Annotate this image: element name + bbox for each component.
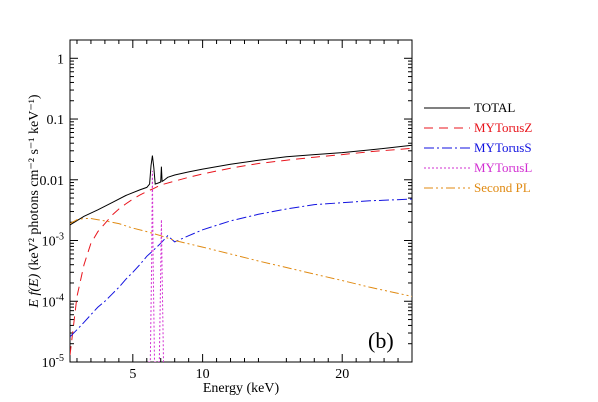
series-mytorusz: [70, 147, 412, 356]
y-tick-label-2: 10-3: [42, 232, 64, 250]
legend: TOTAL MYTorusZ MYTorusS MYTorusL Second PL: [424, 100, 532, 195]
x-axis-label: Energy (keV): [203, 381, 280, 396]
y-tick-label-1: 10-4: [42, 292, 64, 310]
y-tick-label-5: 1: [57, 52, 64, 67]
y-axis-label-prefix: E: [27, 296, 42, 309]
legend-label-second-pl: Second PL: [474, 180, 531, 195]
x-tick-label-2: 20: [335, 367, 349, 382]
y-axis-label-units: (keV² photons cm⁻² s⁻¹ keV⁻¹): [27, 94, 42, 274]
y-axis-label-func: f(E): [27, 273, 42, 295]
legend-label-total: TOTAL: [474, 100, 515, 115]
x-tick-label-0: 5: [129, 367, 136, 382]
y-tick-label-3: 0.01: [40, 174, 65, 189]
x-tick-label-1: 10: [196, 367, 210, 382]
series-total: [70, 144, 412, 226]
y-minor-ticks: [70, 39, 412, 345]
series-mytoruss: [70, 198, 412, 338]
y-tick-label-0: 10-5: [42, 353, 64, 371]
series-second-pl: [70, 218, 412, 297]
plot-frame: [69, 39, 413, 363]
y-ticks: 10-5 10-4 10-3 0.01 0.1 1: [40, 52, 412, 371]
panel-label: (b): [368, 328, 394, 353]
series-mytorusl: [148, 170, 166, 362]
series-layer: [70, 144, 412, 362]
legend-label-mytoruss: MYTorusS: [474, 140, 532, 155]
legend-label-mytorusz: MYTorusZ: [474, 120, 532, 135]
legend-label-mytorusl: MYTorusL: [474, 160, 532, 175]
y-axis-label: E f(E) (keV² photons cm⁻² s⁻¹ keV⁻¹): [27, 94, 42, 308]
y-tick-label-4: 0.1: [47, 113, 65, 128]
x-ticks: 5 10 20: [76, 40, 399, 382]
